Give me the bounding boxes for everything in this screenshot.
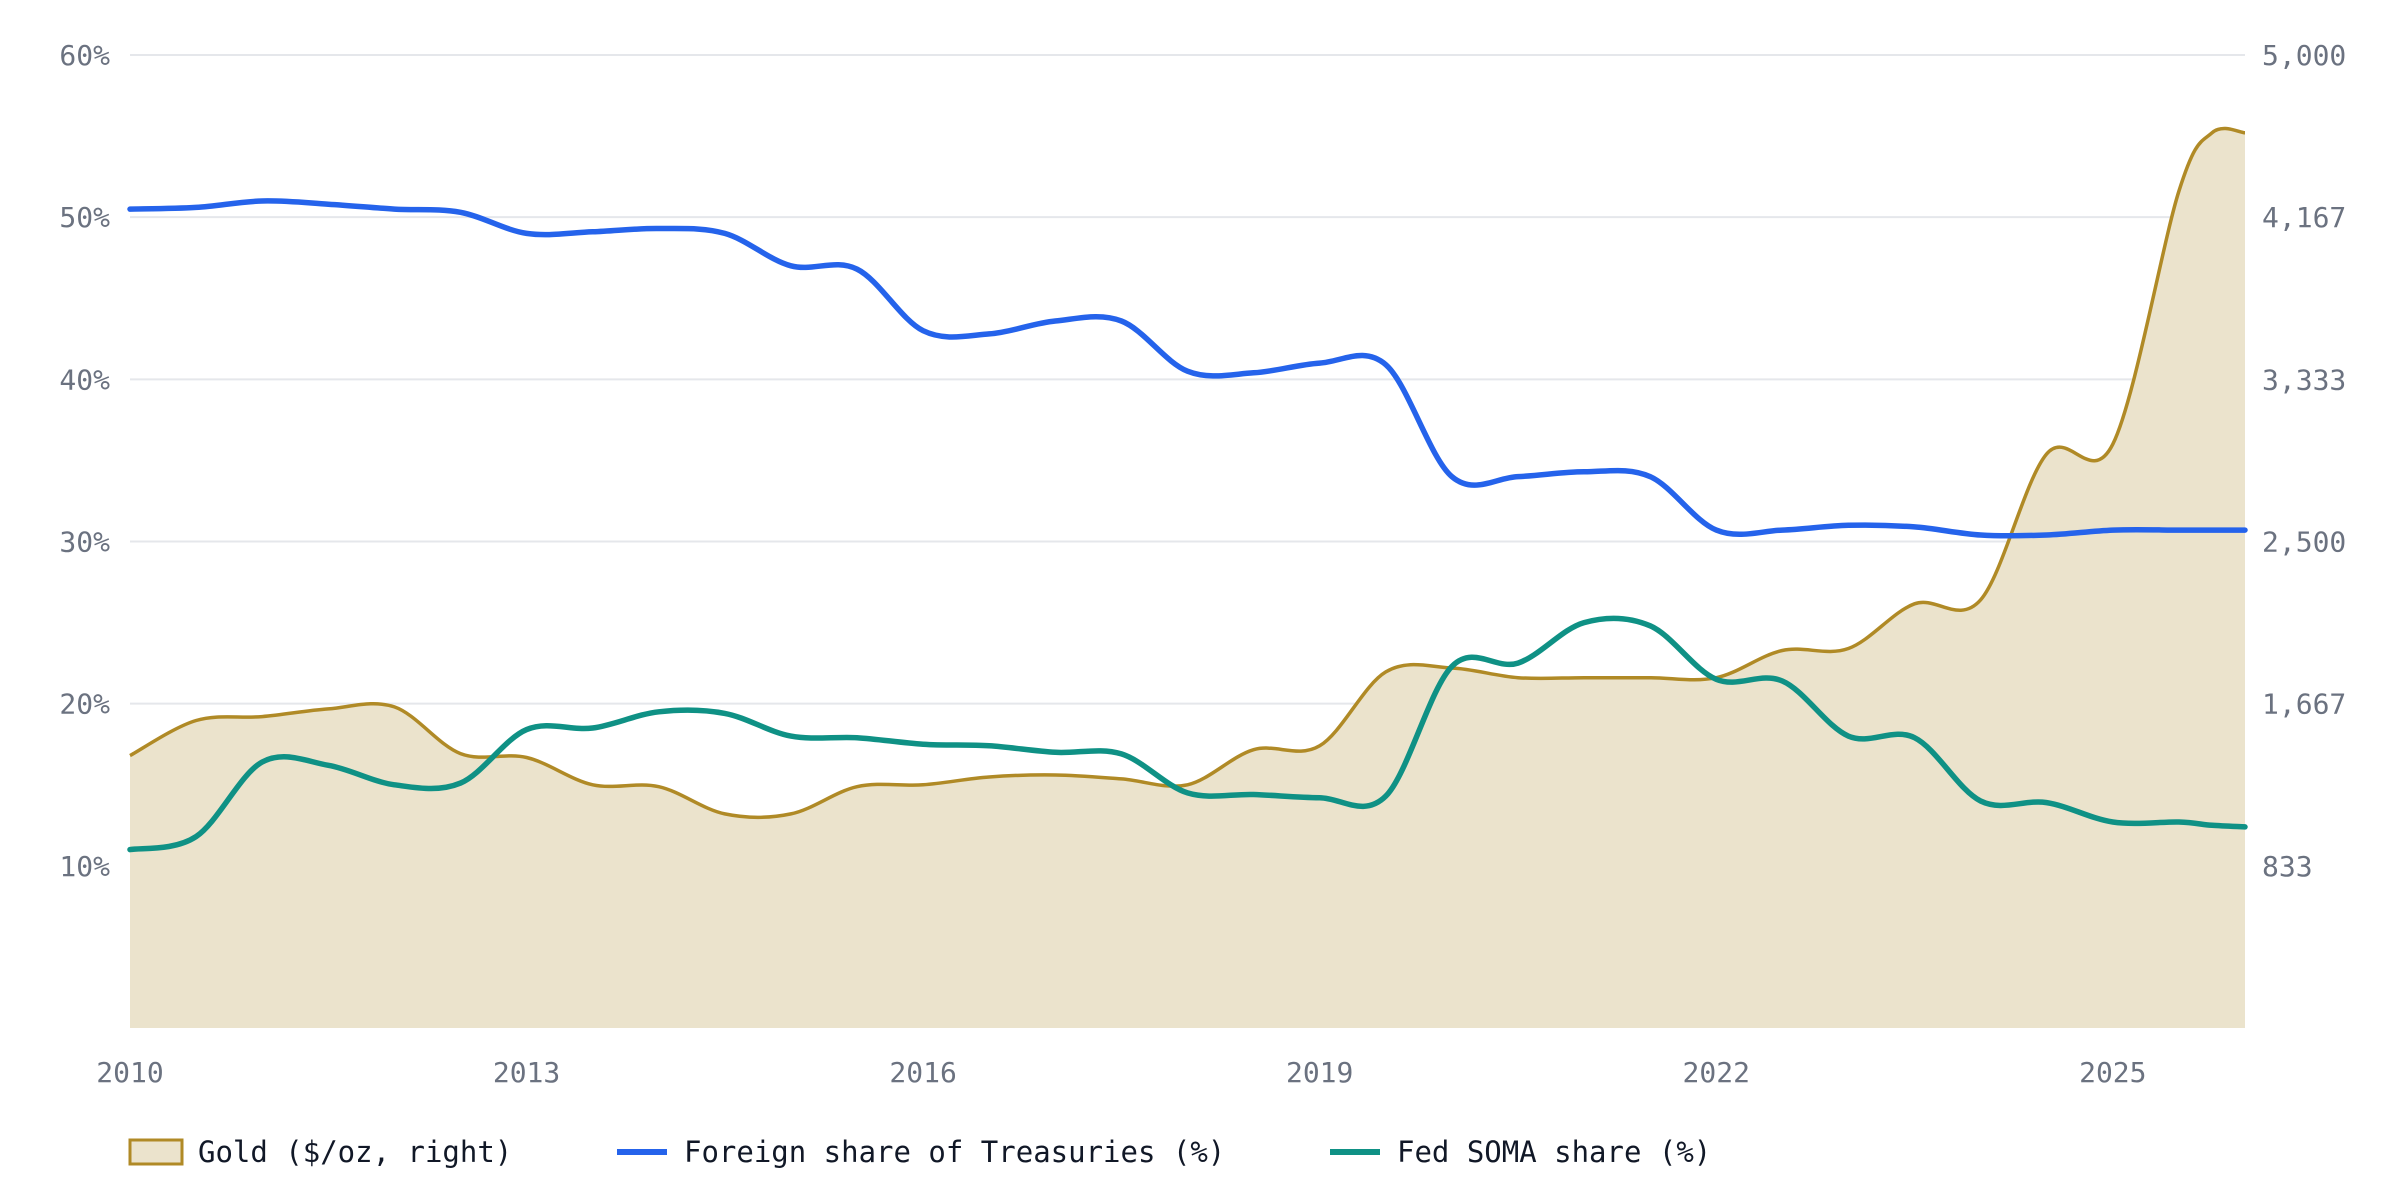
right-tick-label: 3,333 [2262,363,2346,396]
x-tick-label: 2019 [1286,1056,1353,1089]
legend-label-soma: Fed SOMA share (%) [1397,1135,1711,1169]
left-tick-label: 40% [59,363,110,396]
x-tick-label: 2013 [493,1056,560,1089]
right-tick-label: 833 [2262,850,2313,883]
legend-label-foreign: Foreign share of Treasuries (%) [684,1135,1225,1169]
right-tick-label: 4,167 [2262,201,2346,234]
left-axis: 10% 20% 30% 40% 50% 60% [59,39,110,883]
x-axis: 2010 2013 2016 2019 2022 2025 [96,1056,2146,1089]
left-tick-label: 30% [59,526,110,559]
area-layer [130,128,2245,1028]
left-tick-label: 60% [59,39,110,72]
line-layer [127,126,2248,853]
x-tick-label: 2016 [889,1056,956,1089]
legend-label-gold: Gold ($/oz, right) [198,1135,512,1169]
left-tick-label: 20% [59,688,110,721]
x-tick-label: 2010 [96,1056,163,1089]
right-tick-label: 1,667 [2262,688,2346,721]
left-tick-label: 10% [59,850,110,883]
right-tick-label: 5,000 [2262,39,2346,72]
x-tick-label: 2025 [2079,1056,2146,1089]
left-tick-label: 50% [59,201,110,234]
legend-swatch-gold [128,1138,184,1166]
foreign-share-line [127,198,2248,539]
fed-soma-line [127,615,2248,853]
legend: Gold ($/oz, right) Foreign share of Treas… [128,1135,1711,1169]
x-tick-label: 2022 [1683,1056,1750,1089]
right-tick-label: 2,500 [2262,526,2346,559]
gold-line [129,126,2246,820]
gold-area-fill [130,128,2245,1028]
right-axis: 833 1,667 2,500 3,333 4,167 5,000 [2262,39,2346,883]
